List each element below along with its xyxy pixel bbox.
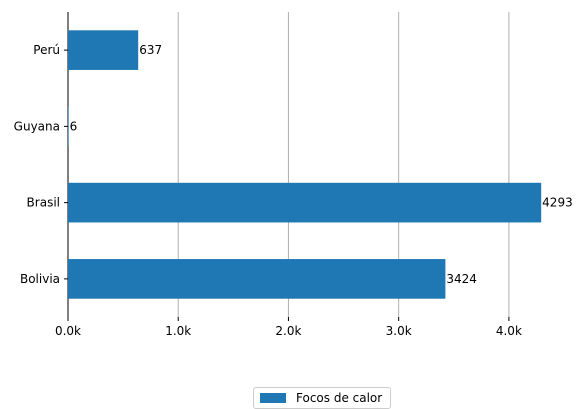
bar — [68, 259, 446, 299]
data-label: 4293 — [542, 196, 573, 210]
legend-label: Focos de calor — [296, 391, 383, 405]
x-tick-label: 1.0k — [165, 324, 191, 338]
y-tick-label: Perú — [33, 43, 60, 57]
y-tick-label: Guyana — [14, 119, 60, 133]
bar — [68, 30, 139, 70]
bar — [68, 106, 69, 147]
bar — [68, 182, 542, 223]
x-tick-label: 3.0k — [386, 324, 412, 338]
x-tick-label: 2.0k — [275, 324, 301, 338]
data-label: 637 — [139, 43, 162, 57]
y-tick-label: Brasil — [27, 196, 60, 210]
data-label: 3424 — [446, 272, 477, 286]
y-tick-label: Bolivia — [20, 272, 60, 286]
chart-legend: Focos de calor — [253, 387, 392, 409]
legend-swatch — [260, 393, 286, 403]
data-label: 6 — [70, 119, 78, 133]
x-tick-label: 4.0k — [496, 324, 522, 338]
x-tick-label: 0.0k — [55, 324, 81, 338]
